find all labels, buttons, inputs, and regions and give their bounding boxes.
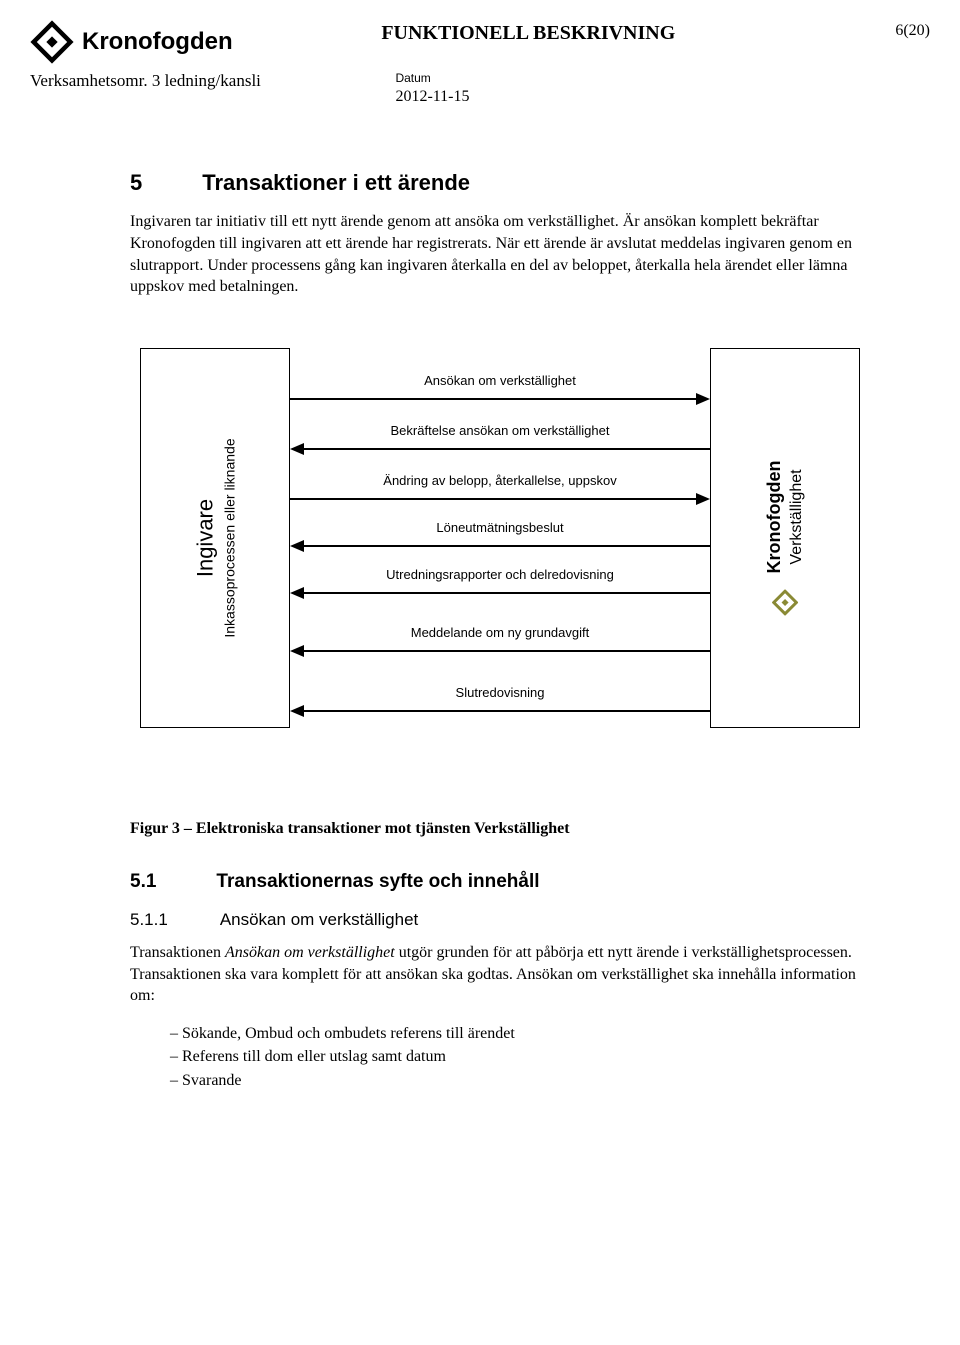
date-value: 2012-11-15 [395, 86, 735, 108]
subsection-number: 5.1 [130, 869, 156, 895]
actor-box-kronofogden: Kronofogden Verkställighet [710, 348, 860, 728]
subsection-title: Transaktionernas syfte och innehåll [216, 869, 539, 895]
message-arrow: Utredningsrapporter och delredovisning [290, 560, 710, 600]
document-title: FUNKTIONELL BESKRIVNING [381, 20, 721, 47]
org-unit: Verksamhetsomr. 3 ledning/kansli [30, 70, 261, 93]
message-arrow: Bekräftelse ansökan om verkställighet [290, 416, 710, 456]
actor-kronofogden-label: Kronofogden Verkställighet [762, 460, 808, 615]
arrow-left-icon [290, 586, 710, 600]
sequence-diagram: Ingivare Inkassoprocessen eller liknande… [130, 348, 870, 758]
section-5-1-1-para: Transaktionen Ansökan om verkställighet … [130, 942, 870, 1007]
arrow-right-icon [290, 492, 710, 506]
actor-ingivare-label: Ingivare Inkassoprocessen eller liknande [191, 438, 240, 637]
subsubsection-title: Ansökan om verkställighet [220, 909, 418, 932]
figure-caption: Figur 3 – Elektroniska transaktioner mot… [130, 818, 870, 840]
para-em: Ansökan om verkställighet [225, 944, 395, 961]
message-label: Meddelande om ny grundavgift [411, 624, 590, 642]
kronofogden-diamond-icon [30, 20, 74, 64]
message-label: Utredningsrapporter och delredovisning [386, 566, 614, 584]
message-label: Löneutmätningsbeslut [436, 519, 563, 537]
page-header: Kronofogden FUNKTIONELL BESKRIVNING 6(20… [30, 20, 930, 64]
brand-name: Kronofogden [82, 26, 233, 58]
arrow-right-icon [290, 392, 710, 406]
brand-logo: Kronofogden [30, 20, 233, 64]
message-label: Ansökan om verkställighet [424, 372, 576, 390]
message-arrow: Ansökan om verkställighet [290, 366, 710, 406]
message-arrow: Ändring av belopp, återkallelse, uppskov [290, 466, 710, 506]
subsubsection-number: 5.1.1 [130, 909, 168, 932]
section-5-1-heading: 5.1 Transaktionernas syfte och innehåll [130, 869, 870, 895]
section-5-heading: 5 Transaktioner i ett ärende [130, 168, 870, 198]
kronofogden-mini-icon [772, 589, 798, 615]
subheader: Verksamhetsomr. 3 ledning/kansli Datum 2… [30, 70, 930, 108]
para-pre: Transaktionen [130, 944, 225, 961]
doc-title-block: FUNKTIONELL BESKRIVNING [381, 20, 721, 47]
content: 5 Transaktioner i ett ärende Ingivaren t… [30, 168, 930, 1092]
bullet-item: Svarande [170, 1070, 870, 1092]
bullet-item: Referens till dom eller utslag samt datu… [170, 1046, 870, 1068]
message-arrow: Meddelande om ny grundavgift [290, 618, 710, 658]
message-label: Slutredovisning [456, 684, 545, 702]
message-label: Bekräftelse ansökan om verkställighet [391, 422, 610, 440]
message-label: Ändring av belopp, återkallelse, uppskov [383, 472, 616, 490]
bullet-item: Sökande, Ombud och ombudets referens til… [170, 1023, 870, 1045]
arrow-left-icon [290, 442, 710, 456]
arrow-left-icon [290, 644, 710, 658]
arrow-left-icon [290, 539, 710, 553]
section-5-para: Ingivaren tar initiativ till ett nytt är… [130, 211, 870, 297]
message-arrow: Löneutmätningsbeslut [290, 513, 710, 553]
date-label: Datum [395, 70, 735, 86]
bullet-list: Sökande, Ombud och ombudets referens til… [130, 1023, 870, 1092]
actor-box-ingivare: Ingivare Inkassoprocessen eller liknande [140, 348, 290, 728]
message-arrow: Slutredovisning [290, 678, 710, 718]
section-title: Transaktioner i ett ärende [202, 168, 470, 198]
page-number: 6(20) [870, 20, 930, 42]
section-number: 5 [130, 168, 142, 198]
date-block: Datum 2012-11-15 [395, 70, 735, 108]
section-5-1-1-heading: 5.1.1 Ansökan om verkställighet [130, 909, 870, 932]
arrow-left-icon [290, 704, 710, 718]
